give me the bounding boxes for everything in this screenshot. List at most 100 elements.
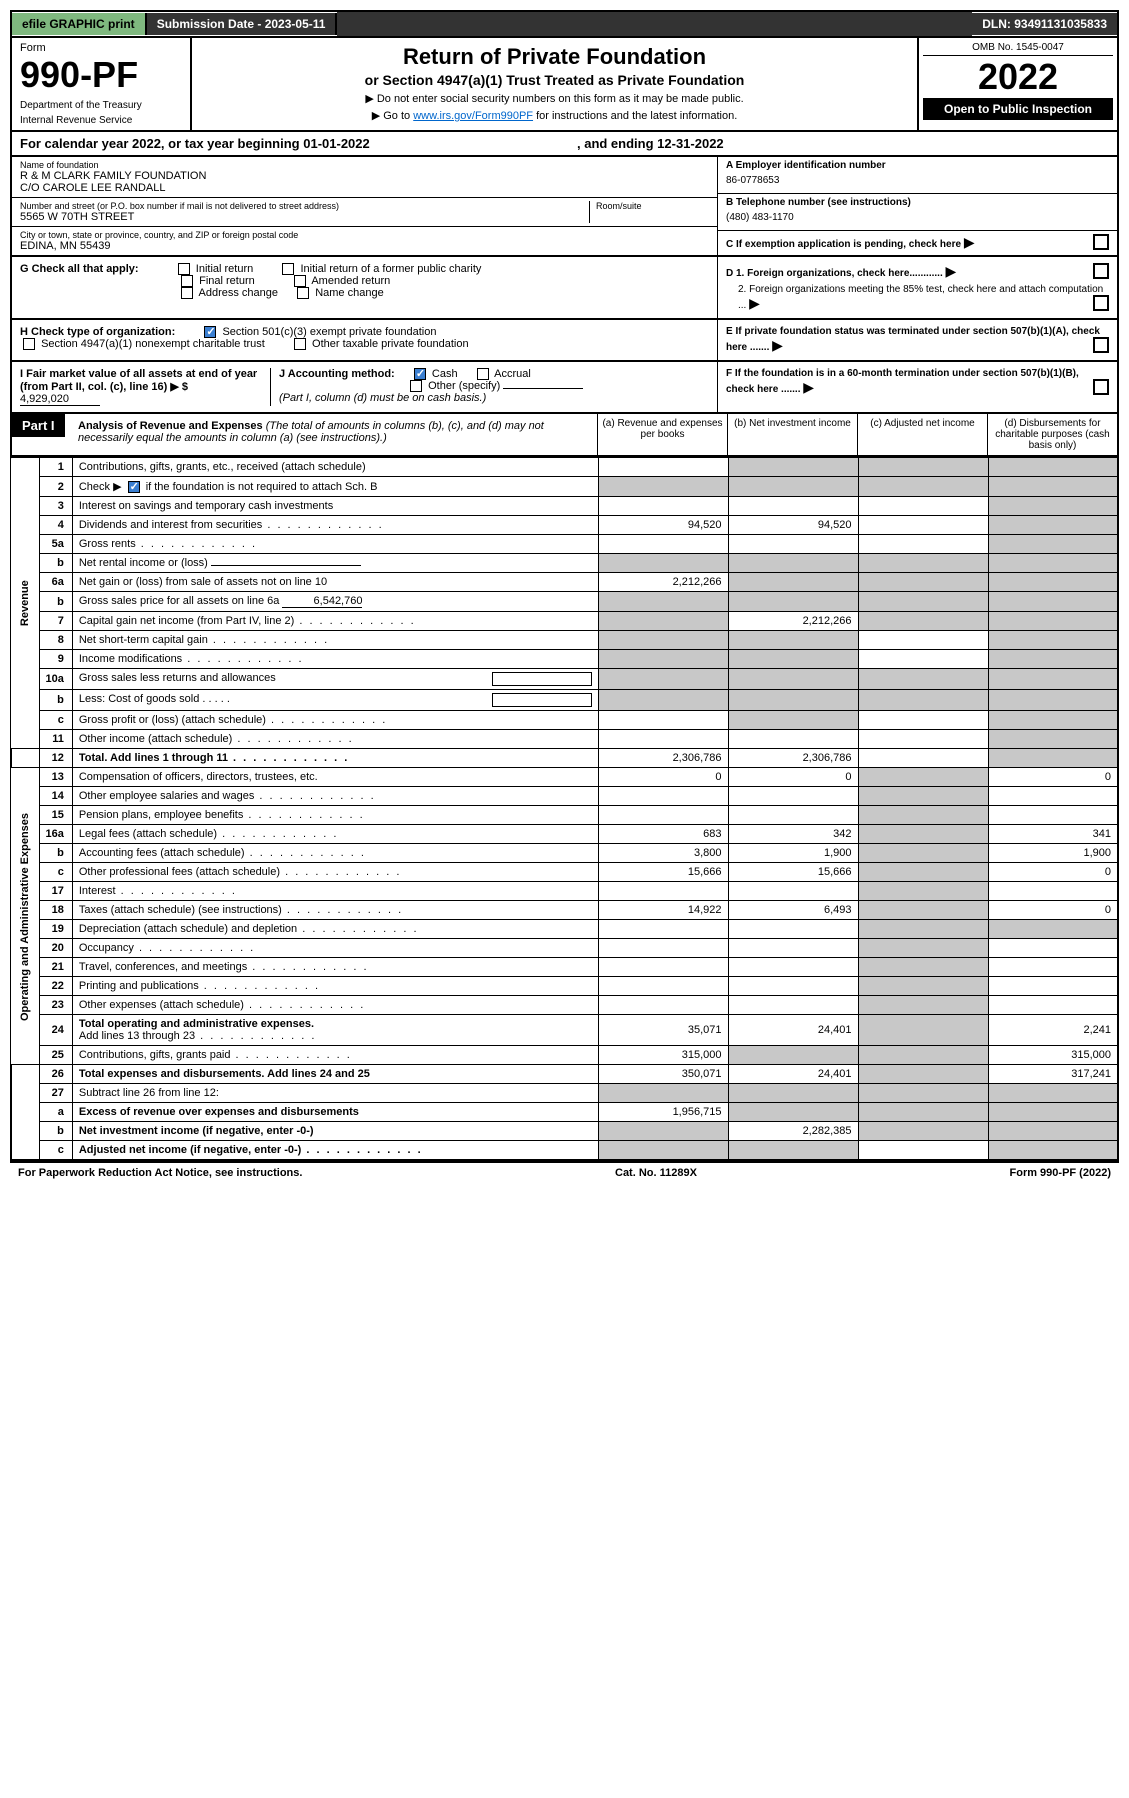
foundation-city: EDINA, MN 55439 [20,240,709,252]
efile-print-button[interactable]: efile GRAPHIC print [12,13,147,35]
cell-d: 0 [988,863,1118,882]
cell-a [598,939,728,958]
table-row: b Gross sales price for all assets on li… [11,592,1118,612]
phone-value: (480) 483-1170 [726,208,1109,227]
table-row: 12 Total. Add lines 1 through 11 2,306,7… [11,749,1118,768]
cb-final-return[interactable] [181,275,193,287]
other-specify-field[interactable] [503,388,583,389]
row-num: 16a [39,825,72,844]
addr-label: Number and street (or P.O. box number if… [20,201,589,211]
row-num: 2 [39,477,72,497]
row-desc: Taxes (attach schedule) (see instruction… [72,901,598,920]
arrow-icon: ▶ [772,337,783,353]
c-checkbox[interactable] [1093,234,1109,250]
cal-pre: For calendar year 2022, or tax year begi… [20,136,303,151]
row-num: 20 [39,939,72,958]
row-num: 13 [39,768,72,787]
row-num: 19 [39,920,72,939]
cell-d: 341 [988,825,1118,844]
row-desc: Capital gain net income (from Part IV, l… [72,612,598,631]
cb-other-method[interactable] [410,380,422,392]
cell-c [858,920,988,939]
name-label: Name of foundation [20,160,709,170]
table-row: 15 Pension plans, employee benefits [11,806,1118,825]
cell-b: 2,306,786 [728,749,858,768]
g-checks: G Check all that apply: Initial return I… [12,257,717,318]
f-checkbox[interactable] [1093,379,1109,395]
topbar-spacer [337,12,972,36]
cb-accrual[interactable] [477,368,489,380]
g4-label: Amended return [311,275,390,287]
cb-501c3[interactable] [204,326,216,338]
table-row: b Less: Cost of goods sold . . . . . [11,690,1118,711]
r2-pre: Check ▶ [79,481,122,493]
j-note: (Part I, column (d) must be on cash basi… [279,392,486,404]
cell-d [988,1141,1118,1161]
dept-irs: Internal Revenue Service [20,115,182,126]
cb-sch-b[interactable] [128,481,140,493]
table-row: c Gross profit or (loss) (attach schedul… [11,711,1118,730]
col-b-header: (b) Net investment income [727,414,857,455]
cb-initial-former[interactable] [282,263,294,275]
cell-c [858,573,988,592]
d2-checkbox[interactable] [1093,295,1109,311]
instructions-link[interactable]: www.irs.gov/Form990PF [413,110,533,122]
table-row: 21 Travel, conferences, and meetings [11,958,1118,977]
table-row: 25 Contributions, gifts, grants paid 315… [11,1046,1118,1065]
cb-amended[interactable] [294,275,306,287]
part1-label-cell: Part I [12,414,72,455]
row-num: 6a [39,573,72,592]
dln-label: DLN: 93491131035833 [972,13,1117,35]
cell-b [728,1084,858,1103]
cell-b [728,458,858,477]
part1-label: Part I [12,414,65,437]
cb-name-change[interactable] [297,287,309,299]
cell-c [858,690,988,711]
r10a-box[interactable] [492,672,592,686]
cell-a [598,711,728,730]
cell-d [988,711,1118,730]
r10b-box[interactable] [492,693,592,707]
cell-b [728,730,858,749]
row-desc: Gross sales less returns and allowances [72,669,598,690]
row-num: 14 [39,787,72,806]
row-num: 17 [39,882,72,901]
form-header: Form 990-PF Department of the Treasury I… [10,38,1119,132]
table-row: 3 Interest on savings and temporary cash… [11,497,1118,516]
cell-d [988,535,1118,554]
row-num: b [39,592,72,612]
table-row: 23 Other expenses (attach schedule) [11,996,1118,1015]
cb-cash[interactable] [414,368,426,380]
name-cell: Name of foundation R & M CLARK FAMILY FO… [12,157,717,198]
cb-other-taxable[interactable] [294,338,306,350]
table-row: 7 Capital gain net income (from Part IV,… [11,612,1118,631]
r5b-field[interactable] [211,565,361,566]
cell-c [858,825,988,844]
g2-label: Initial return of a former public charit… [300,263,481,275]
cal-end: 12-31-2022 [657,136,724,151]
row-num: 10a [39,669,72,690]
e-checkbox[interactable] [1093,337,1109,353]
table-row: 20 Occupancy [11,939,1118,958]
row-num: 7 [39,612,72,631]
cell-b [728,592,858,612]
cell-a [598,882,728,901]
row-desc: Income modifications [72,650,598,669]
d1-checkbox[interactable] [1093,263,1109,279]
cb-4947[interactable] [23,338,35,350]
cell-b [728,535,858,554]
table-row: b Net investment income (if negative, en… [11,1122,1118,1141]
row-num: b [39,690,72,711]
cb-initial-return[interactable] [178,263,190,275]
note-post: for instructions and the latest informat… [533,110,737,122]
row-desc: Check ▶ if the foundation is not require… [72,477,598,497]
cell-c [858,749,988,768]
d1-label: D 1. Foreign organizations, check here..… [726,268,943,279]
cb-address-change[interactable] [181,287,193,299]
cell-b [728,497,858,516]
cell-d [988,787,1118,806]
cell-c [858,958,988,977]
table-row: 16a Legal fees (attach schedule) 683 342… [11,825,1118,844]
table-row: 11 Other income (attach schedule) [11,730,1118,749]
table-row: 22 Printing and publications [11,977,1118,996]
